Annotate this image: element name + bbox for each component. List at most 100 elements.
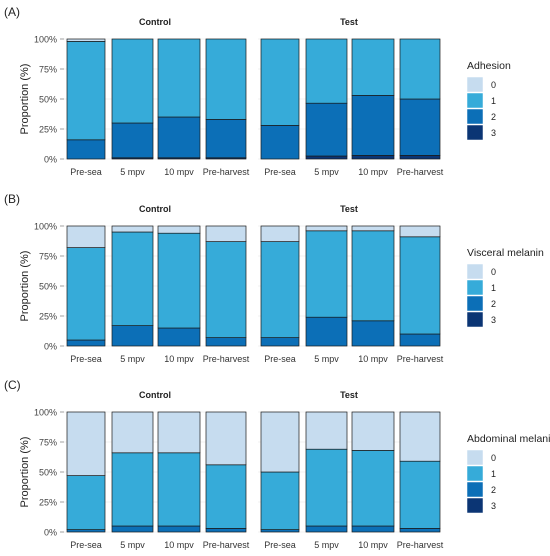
x-tick-label: Pre-harvest bbox=[203, 167, 250, 177]
y-tick-label: 0% bbox=[44, 528, 57, 538]
y-tick-label: 100% bbox=[34, 408, 57, 418]
legend-label: 1 bbox=[491, 283, 496, 293]
bar-segment-level-0 bbox=[66, 38, 106, 42]
bar-segment-level-1 bbox=[305, 230, 348, 318]
x-tick-label: Pre-sea bbox=[70, 540, 102, 550]
bar-segment-level-0 bbox=[305, 411, 348, 450]
legend-label: 1 bbox=[491, 96, 496, 106]
legend-key-3 bbox=[466, 311, 484, 328]
bar-segment-level-1 bbox=[351, 38, 395, 96]
legend-key-2 bbox=[466, 108, 484, 125]
y-tick-label: 50% bbox=[39, 468, 57, 478]
bar-segment-level-1 bbox=[205, 38, 247, 120]
y-tick-label: 100% bbox=[34, 222, 57, 232]
bar-segment-level-0 bbox=[399, 411, 441, 462]
legend-label: 3 bbox=[491, 315, 496, 325]
bar-segment-level-1 bbox=[205, 464, 247, 529]
legend-label: 0 bbox=[491, 80, 496, 90]
bar-segment-level-1 bbox=[260, 241, 300, 338]
bar-segment-level-2 bbox=[351, 95, 395, 156]
x-tick-label: Pre-sea bbox=[264, 167, 296, 177]
bar-segment-level-1 bbox=[111, 452, 154, 527]
bar-segment-level-2 bbox=[399, 528, 441, 533]
bar-segment-level-2 bbox=[305, 102, 348, 157]
bar-segment-level-0 bbox=[157, 225, 201, 234]
legend-key-0 bbox=[466, 449, 484, 466]
bar-segment-level-1 bbox=[111, 231, 154, 326]
legend-label: 2 bbox=[491, 112, 496, 122]
bar-segment-level-1 bbox=[399, 236, 441, 335]
legend-label: 0 bbox=[491, 267, 496, 277]
x-tick-label: 5 mpv bbox=[314, 354, 339, 364]
bar-segment-level-1 bbox=[305, 448, 348, 527]
bar-segment-level-0 bbox=[260, 411, 300, 473]
bar-segment-level-2 bbox=[205, 528, 247, 533]
bar-segment-level-0 bbox=[351, 225, 395, 232]
bar-segment-level-1 bbox=[66, 41, 106, 141]
bar-segment-level-2 bbox=[111, 525, 154, 533]
bar-segment-level-2 bbox=[157, 327, 201, 347]
legend-label: 2 bbox=[491, 299, 496, 309]
bar-segment-level-1 bbox=[157, 38, 201, 118]
legend-label: 0 bbox=[491, 453, 496, 463]
bar-segment-level-2 bbox=[157, 116, 201, 159]
bar-segment-level-1 bbox=[205, 241, 247, 338]
facet-title: Test bbox=[340, 17, 358, 27]
bar-segment-level-1 bbox=[66, 475, 106, 530]
legend-key-2 bbox=[466, 295, 484, 312]
legend-key-3 bbox=[466, 124, 484, 141]
bar-segment-level-0 bbox=[66, 411, 106, 476]
x-tick-label: Pre-harvest bbox=[203, 540, 250, 550]
bar-segment-level-2 bbox=[205, 337, 247, 347]
legend-key-0 bbox=[466, 76, 484, 93]
x-tick-label: 10 mpv bbox=[358, 167, 388, 177]
x-tick-label: 5 mpv bbox=[120, 540, 145, 550]
bar-segment-level-2 bbox=[66, 139, 106, 160]
facet-title: Control bbox=[139, 17, 171, 27]
legend-key-1 bbox=[466, 92, 484, 109]
x-tick-label: Pre-harvest bbox=[397, 167, 444, 177]
x-tick-label: 5 mpv bbox=[314, 540, 339, 550]
y-tick-label: 0% bbox=[44, 342, 57, 352]
y-tick-label: 0% bbox=[44, 155, 57, 165]
legend-key-3 bbox=[466, 497, 484, 514]
bar-segment-level-2 bbox=[399, 333, 441, 347]
panel-label: (A) bbox=[4, 5, 20, 19]
panel-label: (B) bbox=[4, 192, 20, 206]
bar-segment-level-1 bbox=[260, 38, 300, 126]
facet-title: Test bbox=[340, 390, 358, 400]
bar-segment-level-2 bbox=[260, 529, 300, 533]
facet-title: Control bbox=[139, 390, 171, 400]
bar-segment-level-0 bbox=[351, 411, 395, 451]
bar-segment-level-1 bbox=[157, 232, 201, 329]
bar-segment-level-0 bbox=[66, 225, 106, 248]
bar-segment-level-0 bbox=[205, 225, 247, 242]
bar-segment-level-2 bbox=[66, 529, 106, 533]
y-tick-label: 25% bbox=[39, 312, 57, 322]
x-tick-label: 5 mpv bbox=[314, 167, 339, 177]
chart-panel-3: (C) Proportion (%) 0% 25% 50% 75% 100% Control P… bbox=[4, 378, 550, 550]
x-tick-label: 10 mpv bbox=[358, 540, 388, 550]
x-tick-label: 10 mpv bbox=[164, 167, 194, 177]
legend-label: 1 bbox=[491, 469, 496, 479]
bar-segment-level-0 bbox=[399, 225, 441, 238]
bar-segment-level-2 bbox=[305, 316, 348, 347]
bar-segment-level-1 bbox=[157, 452, 201, 527]
x-tick-label: Pre-sea bbox=[264, 354, 296, 364]
bar-segment-level-2 bbox=[260, 125, 300, 160]
bar-segment-level-0 bbox=[111, 225, 154, 233]
bar-segment-level-1 bbox=[399, 38, 441, 100]
legend-title: Visceral melanin bbox=[467, 247, 544, 259]
bar-segment-level-1 bbox=[399, 460, 441, 529]
bar-segment-level-2 bbox=[351, 525, 395, 533]
legend-key-0 bbox=[466, 263, 484, 280]
bar-segment-level-1 bbox=[351, 230, 395, 322]
bar-segment-level-2 bbox=[205, 119, 247, 159]
legend-title: Abdominal melanin bbox=[467, 433, 550, 445]
x-tick-label: Pre-sea bbox=[264, 540, 296, 550]
x-tick-label: 10 mpv bbox=[164, 354, 194, 364]
bar-segment-level-0 bbox=[260, 225, 300, 242]
x-tick-label: Pre-sea bbox=[70, 354, 102, 364]
bar-segment-level-0 bbox=[111, 411, 154, 454]
x-tick-label: 5 mpv bbox=[120, 167, 145, 177]
